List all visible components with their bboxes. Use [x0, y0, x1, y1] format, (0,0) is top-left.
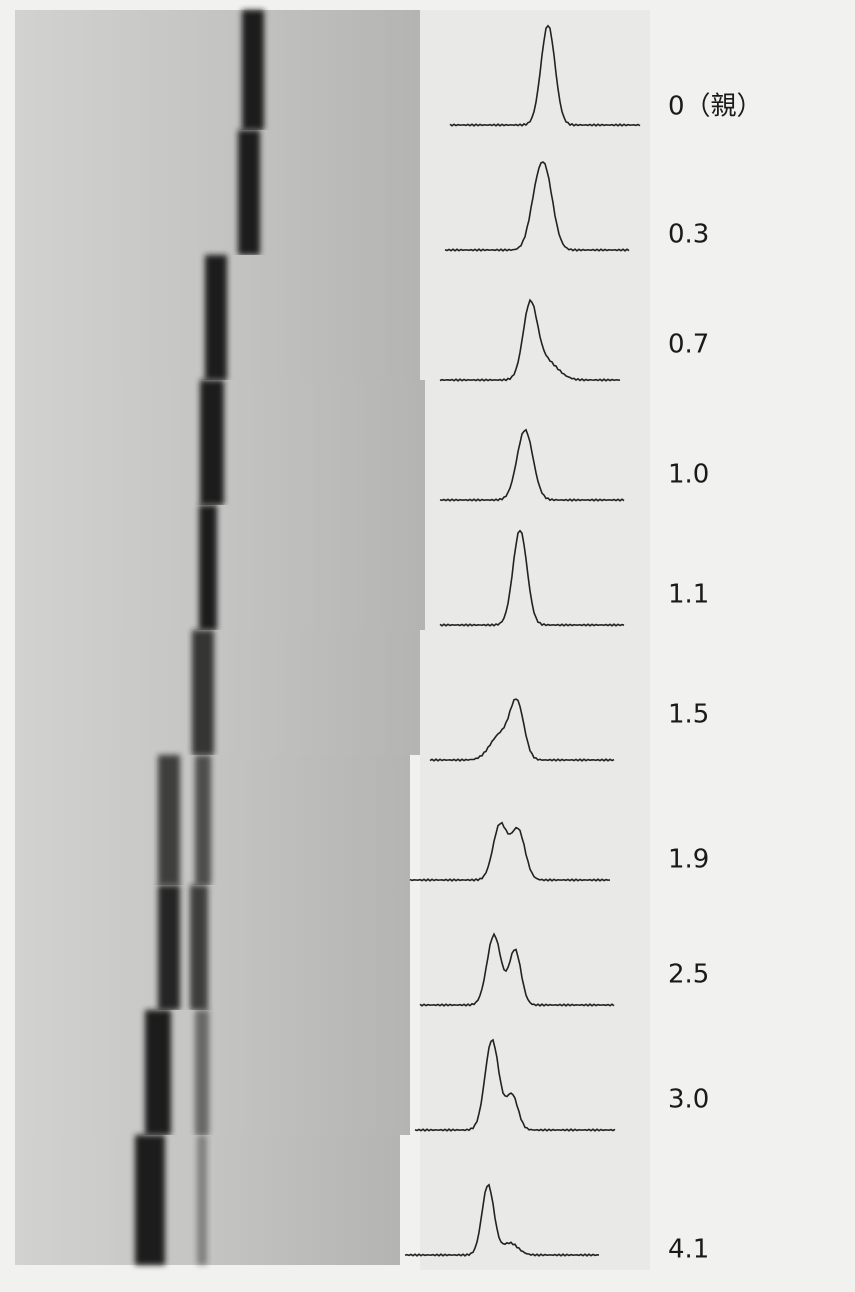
- dna-band: [200, 380, 224, 505]
- density-trace: [429, 698, 615, 762]
- density-trace: [439, 428, 625, 502]
- dna-band: [195, 1010, 209, 1135]
- density-trace: [439, 298, 621, 382]
- generation-label: 1.1: [668, 580, 709, 610]
- gel-strip: [15, 630, 420, 755]
- generation-label: 1.0: [668, 460, 709, 490]
- density-trace: [449, 24, 641, 127]
- dna-band: [190, 885, 208, 1010]
- gel-strip: [15, 505, 425, 630]
- dna-band: [197, 1135, 207, 1265]
- dna-band: [205, 255, 227, 380]
- gel-strip: [15, 130, 420, 255]
- generation-label: 0（親）: [668, 92, 763, 122]
- generation-label: 4.1: [668, 1235, 709, 1265]
- density-trace: [404, 1183, 600, 1257]
- gel-strip: [15, 1010, 410, 1135]
- dna-band: [238, 130, 260, 255]
- dna-band: [195, 755, 211, 885]
- gel-strip: [15, 10, 420, 130]
- dna-band: [192, 630, 214, 755]
- generation-label: 1.5: [668, 700, 709, 730]
- density-trace: [414, 1038, 616, 1132]
- density-trace: [419, 932, 615, 1007]
- generation-label: 0.3: [668, 220, 709, 250]
- generation-label: 2.5: [668, 960, 709, 990]
- generation-label: 3.0: [668, 1085, 709, 1115]
- gel-strip: [15, 1135, 400, 1265]
- density-trace: [444, 161, 630, 252]
- gel-strip: [15, 755, 410, 885]
- dna-band: [199, 505, 217, 630]
- trace-panel: [420, 10, 650, 1270]
- dna-band: [242, 10, 264, 130]
- gel-strip: [15, 885, 410, 1010]
- density-trace: [409, 821, 611, 882]
- dna-band: [135, 1135, 165, 1265]
- generation-label: 1.9: [668, 845, 709, 875]
- generation-label: 0.7: [668, 330, 709, 360]
- density-trace: [439, 529, 625, 627]
- dna-band: [158, 885, 180, 1010]
- dna-band: [145, 1010, 171, 1135]
- dna-band: [158, 755, 180, 885]
